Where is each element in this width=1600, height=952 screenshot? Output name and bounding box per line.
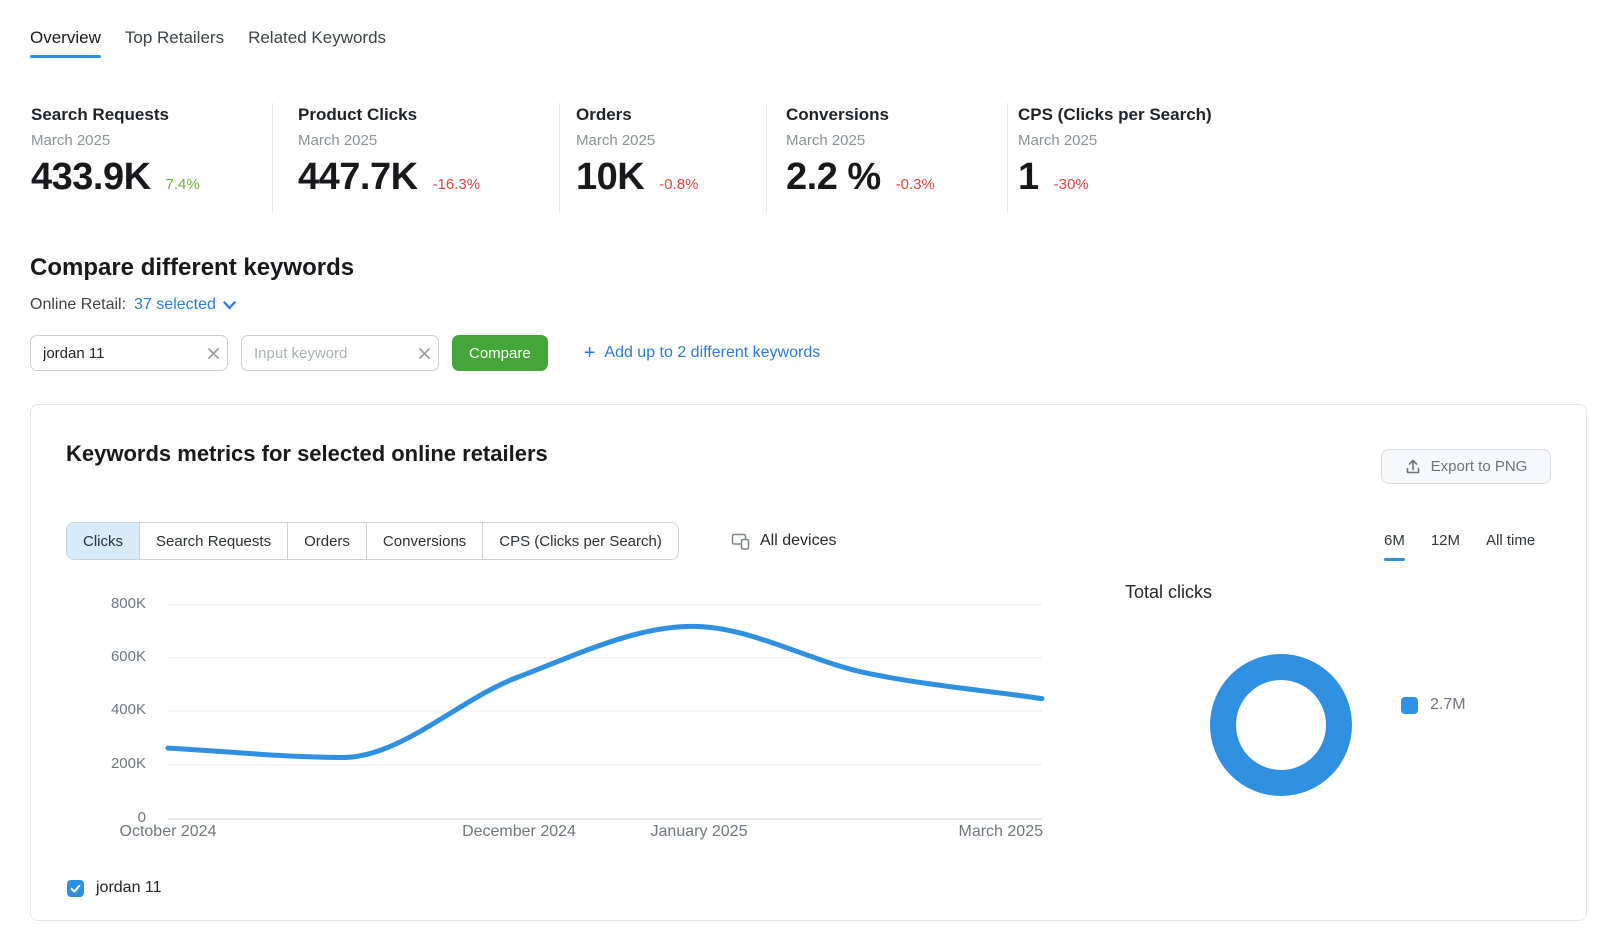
donut-title: Total clicks	[1125, 582, 1213, 602]
checkbox-checked-icon[interactable]	[67, 879, 84, 897]
metric-period: March 2025	[576, 132, 656, 149]
clicks-line-chart	[165, 604, 1352, 820]
close-icon	[207, 347, 219, 359]
metric-period: March 2025	[298, 132, 378, 149]
metric-value: 433.9K	[31, 156, 151, 198]
x-tick-label: March 2025	[958, 823, 1044, 840]
keyword-input-2[interactable]	[242, 344, 410, 362]
panel-title: Keywords metrics for selected online ret…	[66, 441, 548, 466]
segment-conversions[interactable]: Conversions	[365, 523, 483, 559]
divider	[766, 103, 767, 213]
y-tick-label: 0	[137, 809, 146, 826]
divider	[1007, 103, 1008, 213]
time-range-selector: 6M 12M All time	[1384, 532, 1535, 561]
metric-card-product-clicks: Product Clicks March 2025 447.7K -16.3%	[298, 105, 480, 199]
top-tab-bar: Overview Top Retailers Related Keywords	[30, 28, 386, 58]
metric-title: CPS (Clicks per Search)	[1018, 105, 1212, 124]
x-tick-label: October 2024	[119, 823, 217, 840]
metric-value: 2.2 %	[786, 156, 881, 198]
retailer-filter-value: 37 selected	[134, 296, 216, 313]
y-tick-label: 800K	[110, 595, 146, 612]
add-keyword-link[interactable]: + Add up to 2 different keywords	[584, 343, 821, 363]
retailer-filter-row: Online Retail: 37 selected	[30, 296, 236, 314]
y-tick-label: 200K	[110, 755, 146, 772]
segment-cps[interactable]: CPS (Clicks per Search)	[482, 523, 678, 559]
retailer-filter-label: Online Retail:	[30, 296, 127, 313]
metric-value: 1	[1018, 156, 1039, 198]
y-tick-label: 400K	[110, 701, 146, 718]
compare-heading: Compare different keywords	[30, 254, 355, 281]
add-keyword-label: Add up to 2 different keywords	[604, 344, 821, 361]
series-toggle-jordan-11[interactable]: jordan 11	[67, 879, 162, 897]
metric-value: 447.7K	[298, 156, 418, 198]
series-toggle-label: jordan 11	[96, 879, 162, 896]
metric-period: March 2025	[786, 132, 866, 149]
export-icon	[1406, 459, 1419, 473]
tab-overview[interactable]: Overview	[30, 28, 101, 58]
metric-delta: -0.8%	[659, 176, 699, 193]
metric-period: March 2025	[1018, 132, 1098, 149]
retailer-filter-dropdown[interactable]: 37 selected	[134, 296, 236, 314]
donut-legend: 2.7M	[1401, 696, 1466, 714]
metric-card-search-requests: Search Requests March 2025 433.9K 7.4%	[31, 105, 200, 199]
legend-swatch	[1401, 696, 1418, 714]
metric-title: Search Requests	[31, 105, 169, 124]
range-6m[interactable]: 6M	[1384, 532, 1405, 561]
range-all-time[interactable]: All time	[1486, 532, 1536, 549]
clear-keyword-2-button[interactable]	[410, 336, 438, 370]
all-devices-icon	[731, 533, 750, 550]
tab-related-keywords[interactable]: Related Keywords	[248, 28, 387, 47]
range-12m[interactable]: 12M	[1430, 532, 1461, 549]
divider	[559, 103, 560, 213]
x-tick-label: January 2025	[650, 823, 748, 840]
metric-segmented-control: Clicks Search Requests Orders Conversion…	[66, 522, 679, 560]
legend-value: 2.7M	[1430, 696, 1466, 713]
clear-keyword-1-button[interactable]	[199, 336, 227, 370]
metric-card-cps: CPS (Clicks per Search) March 2025 1 -30…	[1018, 105, 1212, 199]
keywords-metrics-panel: Keywords metrics for selected online ret…	[30, 404, 1587, 921]
keyword-input-1[interactable]	[31, 344, 199, 362]
keyword-inputs-row: Compare + Add up to 2 different keywords	[30, 335, 820, 371]
metric-delta: -0.3%	[895, 176, 935, 193]
donut-chart	[1210, 654, 1352, 796]
metric-title: Orders	[576, 105, 632, 124]
trend-line	[165, 623, 1045, 760]
keyword-input-1-wrapper	[30, 335, 228, 371]
y-tick-label: 600K	[110, 648, 146, 665]
tab-top-retailers[interactable]: Top Retailers	[124, 28, 225, 47]
keyword-input-2-wrapper	[241, 335, 439, 371]
compare-button[interactable]: Compare	[452, 335, 548, 371]
export-png-button[interactable]: Export to PNG	[1381, 449, 1551, 484]
divider	[272, 103, 273, 213]
metric-period: March 2025	[31, 132, 111, 149]
metric-card-conversions: Conversions March 2025 2.2 % -0.3%	[786, 105, 935, 199]
chevron-down-icon	[223, 300, 236, 309]
segment-search-requests[interactable]: Search Requests	[139, 523, 288, 559]
metric-title: Product Clicks	[298, 105, 418, 124]
device-filter-label: All devices	[760, 532, 837, 549]
metric-delta: -30%	[1053, 176, 1089, 193]
device-filter[interactable]: All devices	[731, 531, 836, 551]
x-tick-label: December 2024	[462, 823, 576, 840]
metric-delta: 7.4%	[165, 176, 200, 193]
segment-orders[interactable]: Orders	[287, 523, 366, 559]
metric-title: Conversions	[786, 105, 889, 124]
metric-delta: -16.3%	[432, 176, 481, 193]
metric-card-orders: Orders March 2025 10K -0.8%	[576, 105, 698, 199]
export-label: Export to PNG	[1430, 458, 1528, 475]
close-icon	[418, 347, 430, 359]
metric-value: 10K	[576, 156, 645, 198]
segment-clicks[interactable]: Clicks	[67, 523, 139, 559]
plus-icon: +	[583, 342, 596, 364]
